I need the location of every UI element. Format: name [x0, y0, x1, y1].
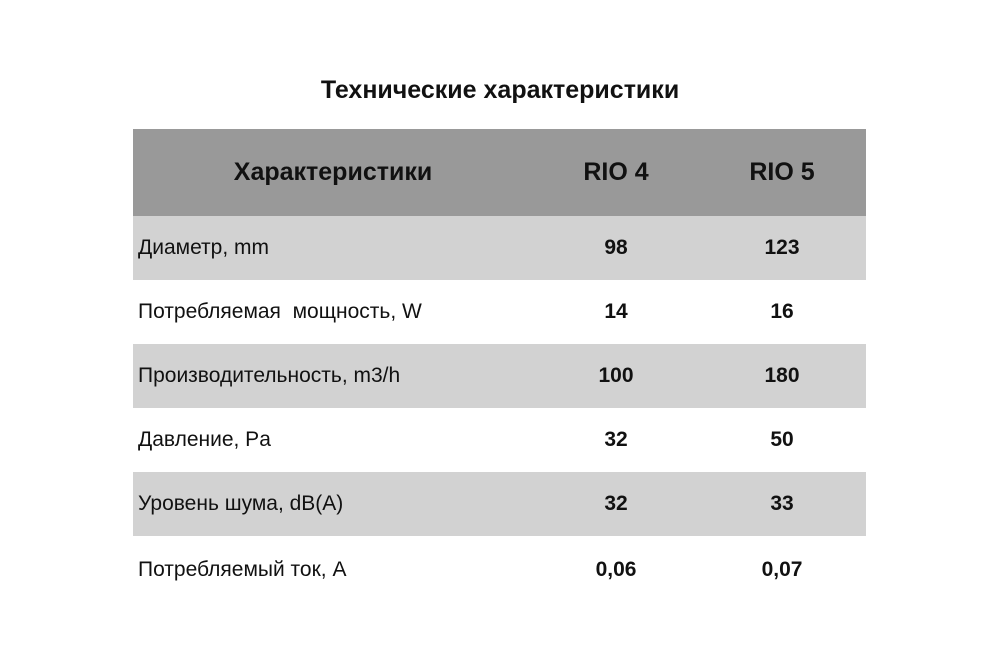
page-title: Технические характеристики — [320, 76, 680, 104]
row-label: Производительность, m3/h — [138, 364, 401, 387]
table-row: Диаметр, mm 98 123 — [133, 216, 866, 280]
row-label: Потребляемый ток, A — [138, 558, 347, 581]
specs-table: Характеристики RIO 4 RIO 5 Диаметр, mm 9… — [133, 129, 866, 604]
header-rio4: RIO 4 — [583, 158, 649, 186]
table-row: Уровень шума, dB(A) 32 33 — [133, 472, 866, 536]
rio4-value: 32 — [604, 492, 628, 515]
rio4-value: 14 — [604, 300, 628, 323]
row-label: Давление, Pa — [138, 428, 271, 451]
row-label: Диаметр, mm — [138, 236, 270, 259]
row-label: Уровень шума, dB(A) — [138, 492, 344, 515]
rio4-value: 100 — [598, 364, 634, 387]
table-row: Производительность, m3/h 100 180 — [133, 344, 866, 408]
table-header: Характеристики RIO 4 RIO 5 — [133, 129, 866, 216]
table-row: Потребляемая мощность, W 14 16 — [133, 280, 866, 344]
row-label: Потребляемая мощность, W — [138, 300, 422, 323]
header-rio5: RIO 5 — [749, 158, 815, 186]
rio5-value: 0,07 — [761, 558, 803, 581]
table-row: Давление, Pa 32 50 — [133, 408, 866, 472]
rio5-value: 33 — [770, 492, 794, 515]
rio4-value: 98 — [604, 236, 628, 259]
header-characteristics: Характеристики — [233, 158, 433, 186]
rio5-value: 16 — [770, 300, 794, 323]
rio5-value: 123 — [764, 236, 800, 259]
rio4-value: 32 — [604, 428, 628, 451]
rio5-value: 50 — [770, 428, 794, 451]
table-row: Потребляемый ток, A 0,06 0,07 — [133, 536, 866, 604]
rio5-value: 180 — [764, 364, 800, 387]
rio4-value: 0,06 — [595, 558, 637, 581]
